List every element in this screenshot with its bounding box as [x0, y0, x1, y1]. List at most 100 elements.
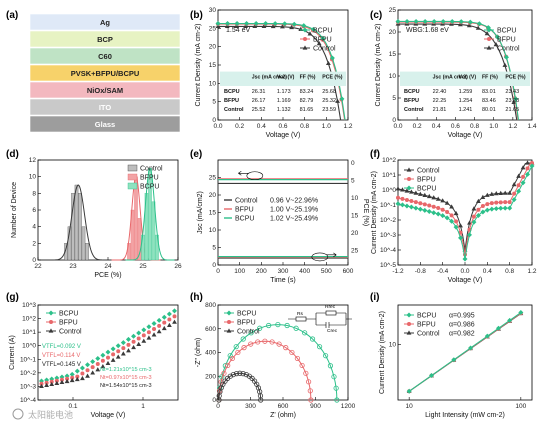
sclc-point-bfpu: [59, 377, 64, 382]
dark-point: [431, 195, 437, 200]
sclc-point-control: [136, 341, 142, 346]
sclc-point-bfpu: [106, 355, 110, 360]
layer-label: C60: [98, 52, 112, 61]
y-tick-label: 10^-3: [380, 232, 396, 239]
dark-point: [525, 171, 531, 177]
layer-niox-sam: [29, 81, 181, 99]
x-tick-label: 0.0: [213, 123, 222, 130]
legend-value: α=0.982: [449, 331, 475, 338]
nyquist-point-bfpu: [235, 349, 241, 356]
nyquist-point-bcpu: [233, 344, 239, 350]
x-tick-label: 10: [406, 403, 414, 410]
x-tick-label: 200: [256, 268, 267, 275]
jsc-arrow: [238, 171, 249, 176]
x-tick-label: -1.2: [392, 268, 404, 275]
dark-point: [444, 200, 450, 205]
legend-label-bfpu: BFPU: [417, 322, 436, 329]
nyquist-point-bcpu: [327, 363, 334, 369]
plot-frame: [37, 304, 179, 401]
x-tick-label: 300: [278, 268, 289, 275]
legend-swatch: [127, 164, 138, 172]
layer-bcp: [29, 30, 181, 48]
jv-point: [261, 23, 267, 29]
sclc-point-bfpu: [131, 339, 136, 344]
table-cell: 21.65: [505, 107, 519, 113]
dark-point: [454, 219, 459, 224]
nyquist-point-bfpu: [225, 362, 231, 369]
legend-marker: [49, 320, 53, 324]
layer-ag: [29, 13, 181, 31]
nyquist-point-bcpu: [284, 322, 290, 329]
legend-label-control: Control: [417, 168, 440, 175]
dark-point: [418, 201, 423, 206]
legend-label-bfpu: BFPU: [235, 207, 254, 214]
sclc-point-bfpu: [70, 375, 75, 380]
sclc-point-control: [166, 322, 172, 327]
legend-swatch: [127, 182, 138, 190]
dark-point: [409, 189, 414, 194]
dark-point: [516, 188, 522, 194]
legend-value: 0.96 V~22.96%: [270, 198, 318, 205]
sclc-point-bfpu: [141, 333, 146, 338]
nyquist-point-bcpu: [293, 325, 299, 331]
dark-point: [494, 200, 499, 205]
y-tick-label: 2: [32, 240, 36, 247]
y-axis-label: Current Density (mA cm-2): [379, 311, 386, 394]
circuit-crec-label: Crec: [327, 328, 338, 334]
vtfl-label: VTFL=0.114 V: [42, 353, 80, 359]
table-header-cell: PCE (%): [322, 75, 342, 81]
sclc-point-control: [44, 382, 50, 388]
nyquist-point-control: [227, 373, 233, 379]
panel-h-label: (h): [190, 292, 203, 303]
table-cell: 82.79: [300, 98, 314, 104]
y-tick-label: 25: [389, 7, 397, 14]
dark-point: [525, 166, 530, 171]
y-tick-label: 20: [209, 192, 217, 199]
x-tick-label: 0.8: [300, 123, 309, 130]
dark-point: [453, 224, 459, 230]
y-axis-label: Current (A): [9, 335, 16, 370]
y-axis-label: Current Density (mA cm-2): [195, 24, 202, 107]
dark-point: [417, 206, 423, 212]
dark-point: [507, 205, 513, 211]
table-cell: Control: [224, 107, 244, 113]
dark-point: [453, 210, 459, 216]
dark-point: [520, 165, 526, 170]
x-tick-label: 0.6: [451, 123, 460, 130]
sclc-point-bcpu: [74, 368, 80, 374]
nyquist-point-bcpu: [240, 336, 246, 342]
intensity-point-bcpu: [484, 333, 490, 339]
legend-marker: [406, 330, 412, 335]
nyquist-fit-control: [218, 372, 262, 401]
legend-label-bcpu: BCPU: [235, 216, 254, 223]
panel-h-nyquist-chart: 0 300 600 900 1200 0 200 400 600 800 Z' (ohm) -Z'' …: [195, 302, 356, 419]
table-header-cell: Jsc (mA cm-2): [252, 75, 288, 81]
nyquist-point-bcpu: [334, 397, 340, 403]
hist-bar-control: [81, 226, 86, 261]
nyquist-point-bcpu: [309, 336, 316, 342]
y-tick-label: 6: [32, 207, 36, 214]
nyquist-point-control: [240, 371, 246, 377]
jv-point: [307, 31, 313, 36]
x-tick-label: 23: [69, 263, 77, 270]
dark-point: [476, 198, 481, 203]
vtfl-label: VTFL=0.092 V: [42, 344, 81, 350]
jv-point: [329, 55, 335, 61]
jv-point: [395, 18, 401, 24]
legend-label-bfpu: BFPU: [237, 320, 256, 327]
x-tick-label: 0.2: [235, 123, 244, 130]
dark-point: [502, 205, 508, 211]
nyquist-point-bfpu: [307, 388, 313, 394]
sclc-point-bfpu: [39, 381, 44, 386]
dark-point: [507, 200, 512, 205]
x-tick-label: 100: [515, 403, 526, 410]
table-cell: 83.24: [300, 89, 314, 95]
nyquist-point-bcpu: [248, 330, 254, 336]
dark-point: [413, 200, 418, 205]
nyquist-point-control: [243, 371, 249, 378]
jv-point: [512, 96, 518, 102]
y-axis-label: Jsc (mA/cm2): [197, 191, 204, 234]
x-axis-label: Z' (ohm): [270, 412, 296, 419]
band-gap-label: WBG:1.68 eV: [406, 27, 449, 34]
vtfl-label: VTFL=0.145 V: [42, 362, 81, 368]
